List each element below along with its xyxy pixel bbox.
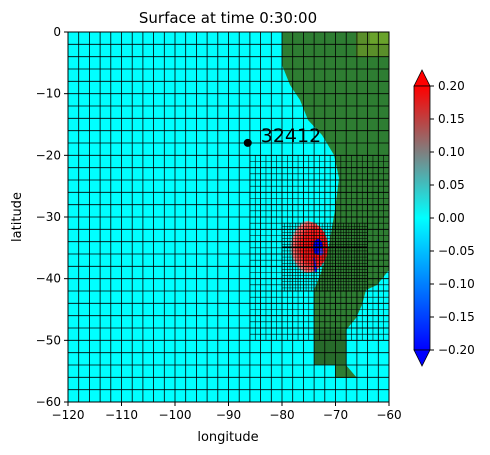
plot-area	[68, 32, 389, 402]
y-tick-label: −20	[36, 148, 61, 162]
y-tick-label: −40	[36, 272, 61, 286]
y-tick-label: −60	[36, 395, 61, 409]
grid-coarse	[68, 32, 389, 402]
grid-fine	[281, 222, 368, 292]
colorbar: 0.20 0.15 0.10 0.05 0.00 −0.05 −0.10 −0.15 −0.20	[413, 69, 475, 367]
colorbar-gradient	[413, 85, 431, 351]
colorbar-tick-label: 0.15	[438, 112, 465, 126]
y-axis-label: latitude	[10, 192, 25, 242]
colorbar-tick-label: 0.10	[438, 145, 465, 159]
x-tick-label: −80	[269, 408, 294, 422]
x-axis-label: longitude	[197, 430, 258, 445]
colorbar-extend-bottom	[413, 349, 431, 367]
colorbar-tick-label: −0.20	[438, 343, 475, 357]
y-tick-label: −50	[36, 333, 61, 347]
y-tick-label: 0	[53, 25, 61, 39]
gauge-point	[243, 138, 252, 147]
x-tick-label: −90	[216, 408, 241, 422]
x-tick-label: −60	[376, 408, 401, 422]
colorbar-extend-top	[413, 69, 431, 87]
x-tick-label: −100	[159, 408, 192, 422]
colorbar-tick-label: 0.05	[438, 178, 465, 192]
y-axis: 0 −10 −20 −30 −40 −50 −60	[36, 25, 68, 409]
x-tick-label: −120	[52, 408, 85, 422]
colorbar-tick-label: −0.15	[438, 310, 475, 324]
gauge-label: 32412	[261, 125, 321, 147]
x-tick-label: −70	[323, 408, 348, 422]
gauge-marker: 32412	[243, 125, 321, 147]
x-tick-label: −110	[105, 408, 138, 422]
chart-title: Surface at time 0:30:00	[139, 9, 317, 27]
colorbar-ticks: 0.20 0.15 0.10 0.05 0.00 −0.05 −0.10 −0.15 −0.20	[430, 79, 475, 357]
colorbar-tick-label: 0.00	[438, 211, 465, 225]
colorbar-tick-label: −0.05	[438, 244, 475, 258]
colorbar-tick-label: 0.20	[438, 79, 465, 93]
y-tick-label: −30	[36, 210, 61, 224]
colorbar-tick-label: −0.10	[438, 277, 475, 291]
y-tick-label: −10	[36, 87, 61, 101]
x-axis: −120 −110 −100 −90 −80 −70 −60	[52, 402, 402, 422]
